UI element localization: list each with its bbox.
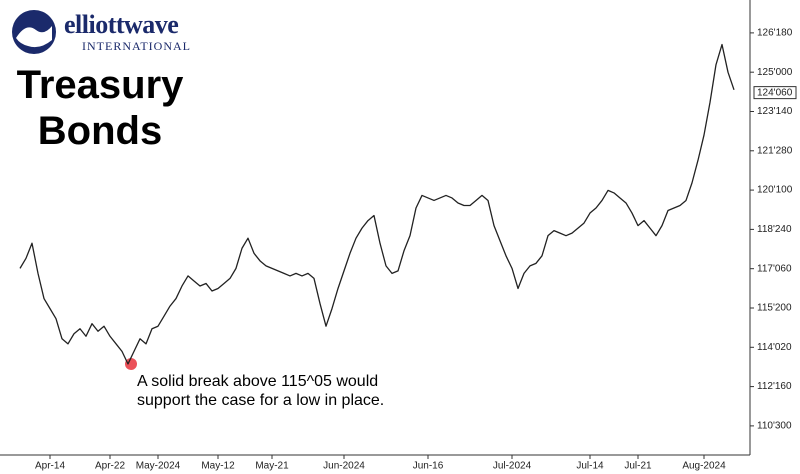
last-price-label: 124'060 [757,87,793,98]
price-line [19,43,735,365]
x-tick-label: Aug-2024 [682,461,726,472]
logo-wave [16,26,52,48]
y-tick-label: 126'180 [757,28,793,39]
y-tick-label: 115'200 [757,303,792,314]
x-tick-label: Jul-21 [624,461,652,472]
y-tick-label: 123'140 [757,106,793,117]
x-tick-label: Jul-2024 [493,461,532,472]
y-tick-label: 118'240 [757,224,792,235]
brand-name: elliottwave [64,10,179,39]
y-tick-label: 125'000 [757,67,793,78]
last-price-box [753,86,797,100]
x-tick-label: Jun-16 [413,461,444,472]
annotation-marker [125,358,137,370]
x-tick-label: Jul-14 [576,461,604,472]
brand-tagline: INTERNATIONAL [82,39,191,53]
x-tick-label: May-12 [201,461,235,472]
x-tick-label: Apr-14 [35,461,65,472]
annotation: A solid break above 115^05 would support… [137,373,385,409]
x-tick-label: Apr-22 [95,461,125,472]
y-tick-label: 114'020 [757,342,792,353]
y-tick-label: 121'280 [757,145,793,156]
y-tick-label: 112'160 [757,381,792,392]
y-tick-label: 110'300 [757,421,792,432]
y-tick-label: 120'100 [757,185,793,196]
x-tick-label: May-2024 [136,461,181,472]
x-tick-label: May-21 [255,461,289,472]
y-tick-label: 117'060 [757,263,792,274]
chart-title: Treasury Bonds [16,63,184,153]
x-tick-label: Jun-2024 [323,461,365,472]
